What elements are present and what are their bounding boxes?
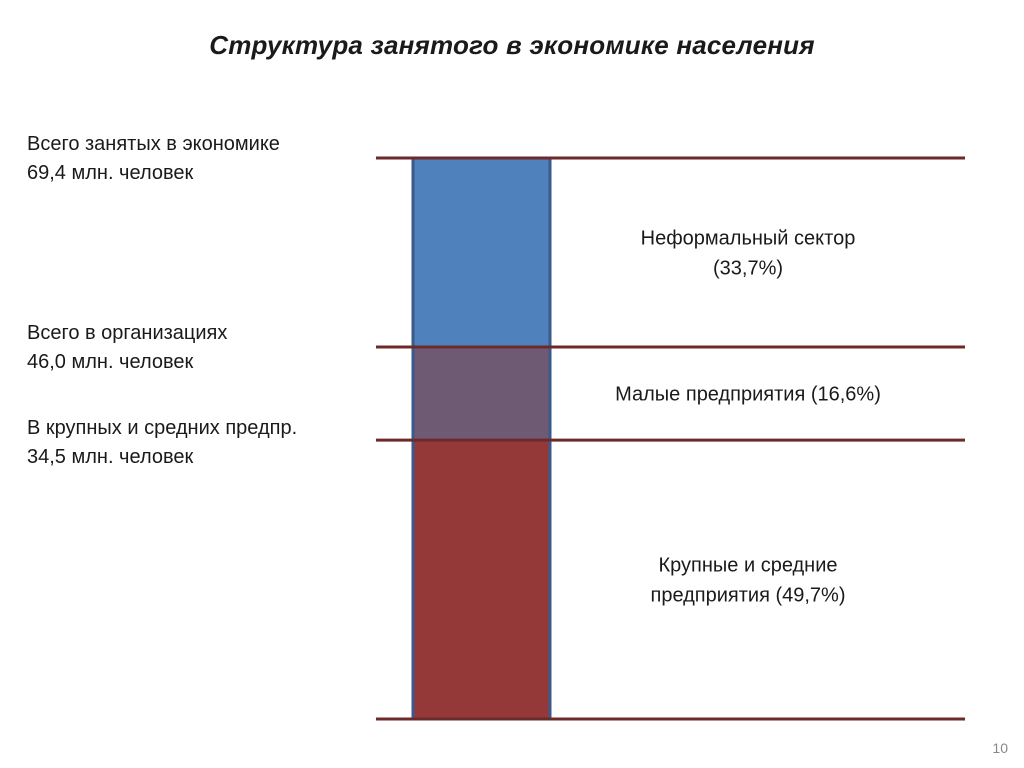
bar-segment-2	[413, 158, 550, 348]
large-medium-line1: В крупных и средних предпр.	[27, 417, 298, 439]
total-employed-line2: 69,4 млн. человек	[27, 162, 194, 184]
segment-label-0: Крупные и средние предприятия (49,7%)	[650, 555, 845, 607]
slide-title: Структура занятого в экономике населения	[209, 30, 815, 60]
segment-label-line: (33,7%)	[713, 258, 783, 280]
large-medium-line2: 34,5 млн. человек	[27, 446, 194, 468]
bar-segment-1	[413, 347, 550, 441]
segment-label-line: Малые предприятия (16,6%)	[615, 384, 881, 406]
organizations-line1: Всего в организациях	[27, 322, 228, 344]
segment-label-line: Крупные и средние	[658, 555, 837, 577]
large-medium-label: В крупных и средних предпр. 34,5 млн. че…	[27, 414, 367, 472]
segment-label-1: Малые предприятия (16,6%)	[615, 384, 881, 406]
bar-segment-0	[413, 440, 550, 719]
segment-label-line: Неформальный сектор	[641, 228, 856, 250]
segment-label-line: предприятия (49,7%)	[650, 585, 845, 607]
organizations-label: Всего в организациях 46,0 млн. человек	[27, 319, 367, 377]
total-employed-line1: Всего занятых в экономике	[27, 133, 280, 155]
total-employed-label: Всего занятых в экономике 69,4 млн. чело…	[27, 130, 367, 188]
organizations-line2: 46,0 млн. человек	[27, 351, 194, 373]
page-number: 10	[992, 740, 1008, 756]
segment-label-2: Неформальный сектор (33,7%)	[641, 228, 856, 280]
